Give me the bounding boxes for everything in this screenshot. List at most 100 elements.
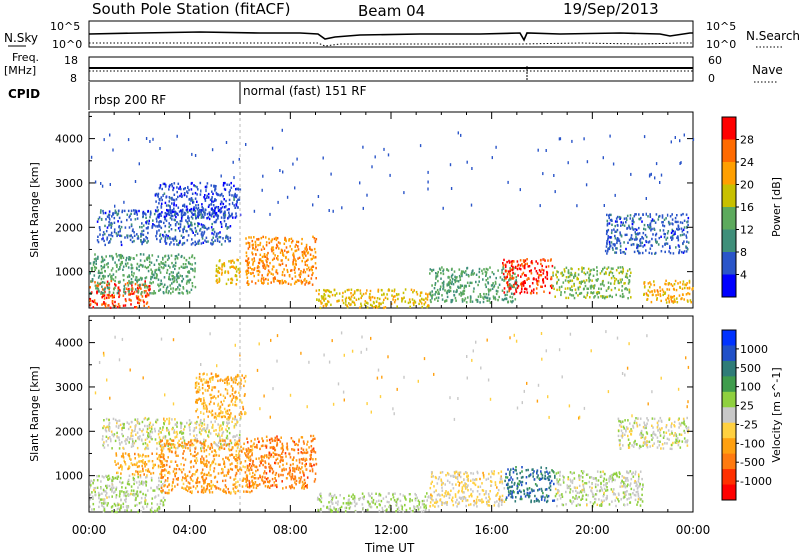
power-cell bbox=[300, 282, 303, 285]
power-cell bbox=[234, 274, 237, 277]
velocity-cell bbox=[203, 419, 205, 423]
power-cell bbox=[638, 226, 640, 230]
velocity-cell bbox=[174, 431, 176, 434]
power-cell bbox=[247, 280, 249, 283]
power-cell bbox=[636, 246, 638, 250]
power-cell bbox=[199, 209, 201, 212]
velocity-cell bbox=[188, 419, 191, 422]
power-cell bbox=[618, 288, 620, 291]
velocity-cell bbox=[220, 442, 222, 446]
power-cell bbox=[286, 251, 288, 254]
power-cell bbox=[138, 209, 140, 213]
velocity-cell bbox=[237, 442, 239, 445]
power-cell bbox=[137, 298, 139, 301]
power-cell bbox=[609, 219, 612, 222]
power-cell bbox=[190, 207, 193, 211]
velocity-cell bbox=[198, 431, 201, 434]
power-cell bbox=[664, 292, 666, 295]
power-cell bbox=[495, 292, 498, 296]
power-cell bbox=[174, 267, 176, 271]
power-cell bbox=[671, 300, 673, 303]
power-cell bbox=[206, 194, 208, 197]
power-cell bbox=[312, 272, 314, 275]
power-cell bbox=[132, 292, 135, 295]
power-cell bbox=[264, 266, 267, 269]
power-cell bbox=[208, 211, 211, 214]
velocity-cell bbox=[210, 480, 213, 484]
power-cell bbox=[519, 268, 522, 271]
power-cell bbox=[614, 230, 616, 233]
velocity-cell bbox=[151, 506, 153, 510]
power-cell bbox=[614, 280, 616, 283]
velocity-cell bbox=[312, 458, 314, 461]
power-cell bbox=[454, 280, 457, 284]
velocity-cell bbox=[218, 448, 221, 451]
velocity-cell bbox=[241, 479, 244, 482]
power-cell bbox=[210, 197, 213, 201]
power-cell bbox=[496, 290, 499, 293]
power-cell bbox=[511, 301, 513, 304]
velocity-cell bbox=[155, 418, 158, 422]
velocity-cell bbox=[160, 470, 163, 474]
power-cell bbox=[171, 183, 173, 186]
power-cell bbox=[103, 232, 106, 236]
power-cell bbox=[616, 237, 619, 240]
power-cell bbox=[192, 269, 194, 272]
velocity-cell bbox=[216, 375, 219, 378]
power-cell bbox=[93, 265, 96, 269]
power-cell bbox=[488, 299, 490, 302]
velocity-cell bbox=[162, 465, 164, 468]
power-cell bbox=[162, 266, 164, 270]
power-cell bbox=[685, 293, 688, 296]
velocity-cell bbox=[132, 478, 135, 481]
power-cell bbox=[607, 248, 609, 251]
power-cell bbox=[614, 287, 616, 290]
power-cell bbox=[517, 274, 519, 277]
power-cell bbox=[586, 287, 588, 290]
velocity-cell bbox=[209, 393, 212, 397]
power-cell bbox=[440, 271, 442, 275]
power-cell bbox=[188, 197, 191, 201]
power-cell bbox=[130, 234, 132, 237]
power-cell bbox=[455, 276, 457, 280]
velocity-cell bbox=[118, 507, 120, 510]
nsky-label: N.Sky bbox=[4, 31, 38, 45]
power-cell bbox=[369, 303, 372, 307]
power-cell bbox=[303, 252, 306, 256]
velocity-cell bbox=[177, 441, 179, 445]
velocity-cell bbox=[285, 486, 287, 489]
power-cell bbox=[675, 220, 677, 224]
power-cell bbox=[346, 288, 349, 292]
power-cell bbox=[167, 210, 170, 213]
velocity-cell bbox=[177, 477, 179, 480]
power-cell bbox=[606, 224, 609, 227]
velocity-cell bbox=[167, 444, 169, 447]
power-cell bbox=[660, 173, 663, 177]
velocity-cell bbox=[201, 383, 204, 386]
power-cell bbox=[96, 281, 99, 285]
velocity-cell bbox=[133, 479, 136, 482]
velocity-cell bbox=[174, 460, 177, 463]
velocity-cell bbox=[251, 489, 253, 493]
power-cell bbox=[201, 206, 203, 209]
power-cell bbox=[173, 204, 175, 207]
velocity-cell bbox=[184, 487, 187, 490]
power-cell bbox=[166, 268, 169, 272]
power-cell bbox=[608, 273, 610, 277]
power-cell bbox=[174, 213, 176, 216]
power-cell bbox=[145, 257, 148, 260]
power-cell bbox=[235, 188, 237, 191]
power-cell bbox=[183, 241, 186, 245]
velocity-cell bbox=[244, 412, 246, 415]
power-cell bbox=[350, 288, 353, 291]
power-cell bbox=[134, 278, 137, 281]
velocity-cell bbox=[139, 428, 141, 431]
power-cell bbox=[502, 264, 505, 267]
velocity-cell bbox=[151, 497, 154, 500]
power-cell bbox=[472, 269, 474, 272]
power-cell bbox=[559, 137, 562, 141]
power-cell bbox=[469, 300, 472, 303]
velocity-cell bbox=[218, 412, 220, 415]
velocity-cell bbox=[246, 485, 249, 489]
power-cell bbox=[643, 135, 646, 139]
